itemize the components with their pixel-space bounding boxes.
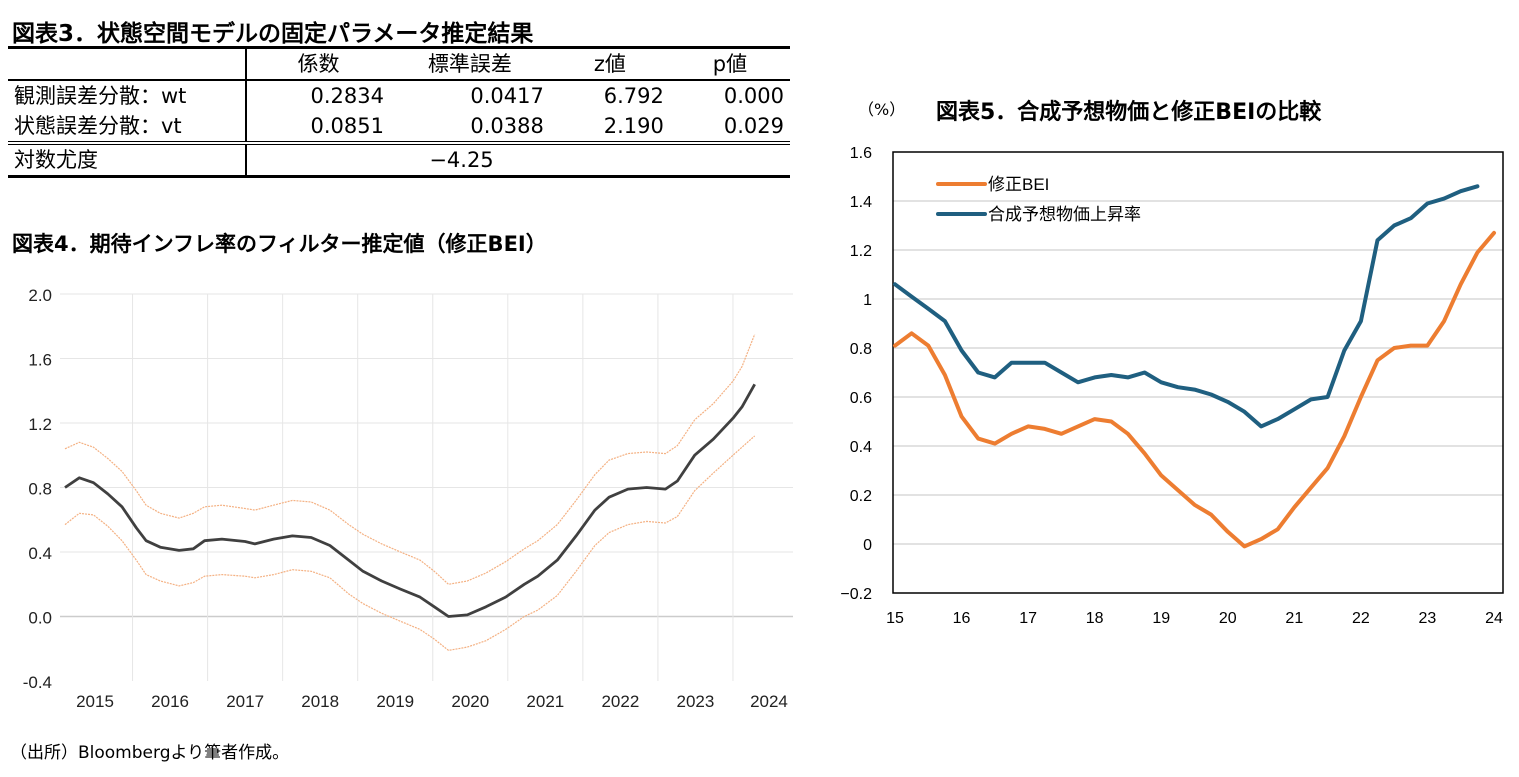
y-tick-label: 0.8 [850,341,872,358]
loglik-label: 対数尤度 [8,143,247,178]
x-tick-label: 2017 [226,692,264,711]
x-tick-label: 2019 [376,692,414,711]
source-note: （出所）Bloombergより筆者作成。 [10,743,290,763]
y-tick-label: 1 [863,292,872,309]
series-line-upper [64,334,756,585]
y-tick-label: 1.6 [28,351,52,370]
table-header-row: 係数 標準誤差 z値 p値 [8,46,790,81]
y-tick-label: 0 [863,537,872,554]
p-value: 0.029 [669,111,790,145]
table-row: 観測誤差分散：wt 0.2834 0.0417 6.792 0.000 [8,80,790,111]
table-row: 状態誤差分散：vt 0.0851 0.0388 2.190 0.029 [8,111,790,145]
se-value: 0.0417 [470,84,544,108]
y-tick-label: 0.0 [28,609,52,628]
y-tick-label: 1.6 [850,145,872,162]
table3-title: 図表3．状態空間モデルの固定パラメータ推定結果 [12,21,534,47]
y-tick-label: -0.4 [23,673,52,692]
p-value: 0.000 [723,84,784,108]
x-tick-label: 2018 [301,692,339,711]
z-value: 2.190 [549,111,670,145]
header-empty [8,46,247,81]
header-p: p値 [669,46,790,81]
y-tick-label: 0.2 [850,488,872,505]
x-tick-label: 23 [1419,610,1437,627]
y-tick-label: 0.4 [850,439,872,456]
y-tick-label: 0.8 [28,480,52,499]
series-line-lower [64,435,756,651]
y-tick-label: 1.2 [850,243,872,260]
parameter-estimates-table: 係数 標準誤差 z値 p値 観測誤差分散：wt 0.2834 0.0417 6.… [8,46,790,178]
header-se: 標準誤差 [389,46,550,81]
y-tick-label: 0.4 [28,544,52,563]
x-tick-label: 18 [1086,610,1104,627]
coef-value: 0.0851 [246,111,390,145]
chart5-unit-label: （%） [858,100,906,119]
x-tick-label: 2022 [601,692,639,711]
x-tick-label: 17 [1019,610,1037,627]
se-value: 0.0388 [389,111,550,145]
x-tick-label: 15 [886,610,904,627]
chart5-title: 図表5．合成予想物価と修正BEIの比較 [936,100,1322,125]
coef-value: 0.2834 [310,84,384,108]
series-line-1 [893,184,1480,429]
row-label: 観測誤差分散：wt [8,80,247,111]
legend-label: 修正BEI [988,175,1049,194]
y-tick-label: 0.6 [850,390,872,407]
x-tick-label: 20 [1219,610,1237,627]
y-tick-label: −0.2 [840,586,872,603]
series-line-0 [893,230,1496,549]
x-tick-label: 2020 [451,692,489,711]
chart4-title: 図表4．期待インフレ率のフィルター推定値（修正BEI） [12,232,547,256]
chart4-filter-estimate: 2.0 1.6 1.2 0.8 0.4 0.0 -0.4 2015 2016 2017 2018 20… [23,286,793,711]
x-tick-label: 2021 [526,692,564,711]
chart5-comparison: 1.6 1.4 1.2 1 0.8 0.6 0.4 0.2 0 −0.2 15 16 17 18 19 20 2… [840,145,1504,627]
z-value: 6.792 [603,84,664,108]
header-coef: 係数 [246,46,390,81]
plot-frame [892,151,1504,594]
legend-label: 合成予想物価上昇率 [988,205,1141,224]
series-line-filtered [64,383,756,618]
x-tick-label: 21 [1285,610,1303,627]
loglik-row: 対数尤度 −4.25 [8,143,790,178]
x-tick-label: 2023 [677,692,715,711]
y-tick-label: 1.4 [850,194,872,211]
y-tick-label: 2.0 [28,286,52,305]
x-tick-label: 2024 [750,692,788,711]
x-tick-label: 24 [1485,610,1503,627]
header-z: z値 [549,46,670,81]
x-tick-label: 2016 [151,692,189,711]
loglik-value: −4.25 [246,143,790,178]
y-tick-label: 1.2 [28,415,52,434]
x-tick-label: 16 [953,610,971,627]
row-label: 状態誤差分散：vt [8,111,247,145]
x-tick-label: 2015 [76,692,114,711]
x-tick-label: 19 [1152,610,1170,627]
x-tick-label: 22 [1352,610,1370,627]
